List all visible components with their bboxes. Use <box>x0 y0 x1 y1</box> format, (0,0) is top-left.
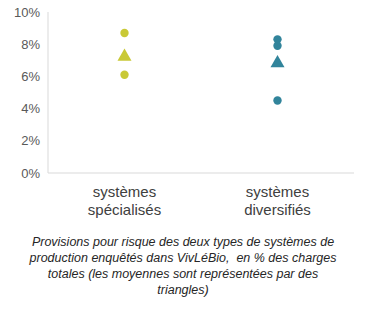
svg-text:6%: 6% <box>21 69 40 84</box>
svg-text:systèmesdiversifiés: systèmesdiversifiés <box>244 183 311 218</box>
html-text:Provisions pour risque des deu: Provisions pour risque des deux types de… <box>29 235 340 297</box>
svg-text:systèmesspécialisés: systèmesspécialisés <box>88 183 161 218</box>
svg-text:8%: 8% <box>21 37 40 52</box>
svg-text:2%: 2% <box>21 133 40 148</box>
svg-text:0%: 0% <box>21 166 40 181</box>
svg-text:10%: 10% <box>14 5 40 20</box>
svg-text:4%: 4% <box>21 101 40 116</box>
